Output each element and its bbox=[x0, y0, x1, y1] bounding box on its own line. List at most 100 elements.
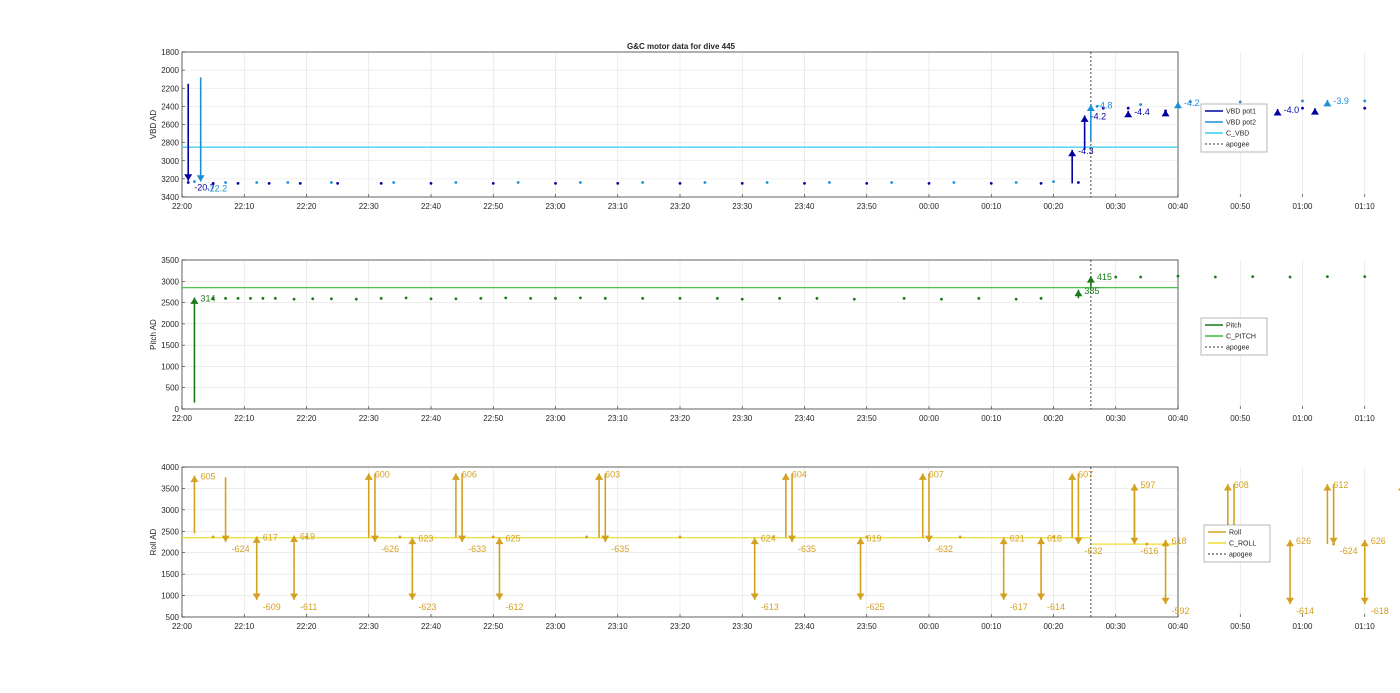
data-point bbox=[579, 181, 582, 184]
move-arrow-head bbox=[364, 473, 373, 480]
x-tick-label: 00:30 bbox=[1106, 414, 1127, 423]
move-label: -618 bbox=[1371, 606, 1389, 616]
data-point bbox=[1014, 181, 1018, 184]
move-label: -20.7 bbox=[194, 183, 215, 193]
data-point bbox=[958, 535, 962, 539]
move-label: -4.2 bbox=[1091, 111, 1107, 121]
data-point bbox=[236, 182, 240, 185]
data-point bbox=[678, 535, 682, 539]
move-label: -4.8 bbox=[1097, 101, 1113, 111]
data-point bbox=[298, 182, 302, 185]
data-point bbox=[330, 181, 333, 184]
data-point bbox=[1213, 275, 1217, 279]
move-label: 618 bbox=[1172, 536, 1187, 546]
move-label: -614 bbox=[1296, 606, 1314, 616]
move-label: -633 bbox=[468, 544, 486, 554]
move-label: 617 bbox=[263, 532, 278, 542]
x-tick-label: 00:30 bbox=[1106, 622, 1127, 631]
data-point bbox=[603, 296, 607, 300]
data-point bbox=[1251, 275, 1255, 279]
x-tick-label: 00:10 bbox=[981, 622, 1002, 631]
x-tick-label: 22:10 bbox=[234, 414, 255, 423]
x-tick-label: 22:20 bbox=[296, 414, 317, 423]
y-tick-label: 3000 bbox=[161, 157, 179, 166]
move-arrow-head bbox=[190, 297, 199, 304]
move-arrow-head bbox=[918, 473, 927, 480]
move-arrow-head bbox=[781, 473, 790, 480]
move-arrow-head bbox=[1329, 537, 1338, 545]
data-point bbox=[249, 296, 252, 300]
data-point bbox=[1176, 274, 1180, 278]
move-arrow-head bbox=[196, 175, 205, 182]
x-tick-label: 22:40 bbox=[421, 414, 442, 423]
x-tick-label: 22:10 bbox=[234, 202, 255, 211]
move-arrow-head bbox=[1068, 149, 1077, 157]
data-point bbox=[579, 296, 582, 300]
data-point bbox=[977, 296, 981, 300]
data-point bbox=[1039, 182, 1043, 185]
data-point bbox=[1189, 100, 1192, 104]
x-tick-label: 23:10 bbox=[608, 202, 629, 211]
x-tick-label: 00:30 bbox=[1106, 202, 1127, 211]
legend-label: C_PITCH bbox=[1226, 334, 1256, 341]
y-tick-label: 4000 bbox=[161, 463, 179, 472]
x-tick-label: 23:40 bbox=[794, 202, 815, 211]
x-tick-label: 23:10 bbox=[608, 414, 629, 423]
move-arrow-head bbox=[1074, 537, 1083, 545]
x-tick-label: 23:30 bbox=[732, 414, 753, 423]
x-tick-label: 22:20 bbox=[296, 622, 317, 631]
move-label: 626 bbox=[1371, 536, 1386, 546]
x-tick-label: 00:40 bbox=[1168, 622, 1189, 631]
move-arrow-head bbox=[1323, 484, 1332, 491]
data-point bbox=[354, 297, 358, 301]
move-label: 605 bbox=[200, 472, 215, 482]
x-tick-label: 22:40 bbox=[421, 622, 442, 631]
move-label: -632 bbox=[935, 544, 953, 554]
y-tick-label: 2000 bbox=[161, 549, 179, 558]
data-point bbox=[585, 535, 589, 539]
x-tick-label: 23:00 bbox=[545, 622, 566, 631]
move-label: 619 bbox=[300, 532, 315, 542]
move-label: -614 bbox=[1047, 602, 1065, 612]
x-tick-label: 23:20 bbox=[670, 202, 691, 211]
move-arrow-head bbox=[788, 535, 797, 542]
pitch-panel: 22:00 22:10 22:20 22:30 22:40 22:50 23:00 23:10… bbox=[149, 256, 1375, 423]
move-label: -3.9 bbox=[1333, 96, 1349, 106]
move-arrow-head bbox=[451, 473, 460, 480]
x-tick-label: 23:00 bbox=[545, 414, 566, 423]
data-point bbox=[1114, 275, 1118, 279]
move-arrow-head bbox=[458, 535, 467, 542]
data-point bbox=[803, 182, 806, 185]
move-arrow-head bbox=[1360, 597, 1369, 605]
data-point bbox=[211, 296, 215, 300]
data-point bbox=[1363, 275, 1367, 279]
data-point bbox=[479, 296, 483, 300]
move-label: -624 bbox=[1340, 546, 1358, 556]
y-tick-label: 2500 bbox=[161, 299, 179, 308]
data-point bbox=[379, 296, 383, 300]
data-point bbox=[902, 296, 906, 300]
legend-label: apogee bbox=[1226, 345, 1249, 352]
data-point bbox=[186, 181, 190, 184]
data-point bbox=[641, 181, 645, 184]
x-tick-label: 00:20 bbox=[1043, 202, 1064, 211]
data-point bbox=[211, 182, 215, 185]
data-point bbox=[516, 181, 520, 184]
x-tick-label: 23:50 bbox=[857, 414, 878, 423]
x-tick-label: 22:50 bbox=[483, 202, 504, 211]
data-point bbox=[1363, 99, 1367, 103]
move-arrow-head bbox=[1130, 537, 1139, 545]
move-arrow-head bbox=[750, 593, 759, 600]
x-tick-label: 00:20 bbox=[1043, 414, 1064, 423]
move-arrow-head bbox=[1086, 104, 1095, 111]
move-label: 619 bbox=[867, 534, 882, 544]
data-point bbox=[1077, 181, 1080, 184]
move-label: -632 bbox=[1084, 546, 1102, 556]
data-point bbox=[989, 182, 993, 185]
move-label: -4.4 bbox=[1134, 107, 1150, 117]
data-point bbox=[890, 181, 894, 184]
move-arrow-head bbox=[184, 174, 193, 181]
legend-label: apogee bbox=[1226, 142, 1249, 149]
y-tick-label: 2800 bbox=[161, 139, 179, 148]
x-tick-label: 01:10 bbox=[1355, 622, 1376, 631]
